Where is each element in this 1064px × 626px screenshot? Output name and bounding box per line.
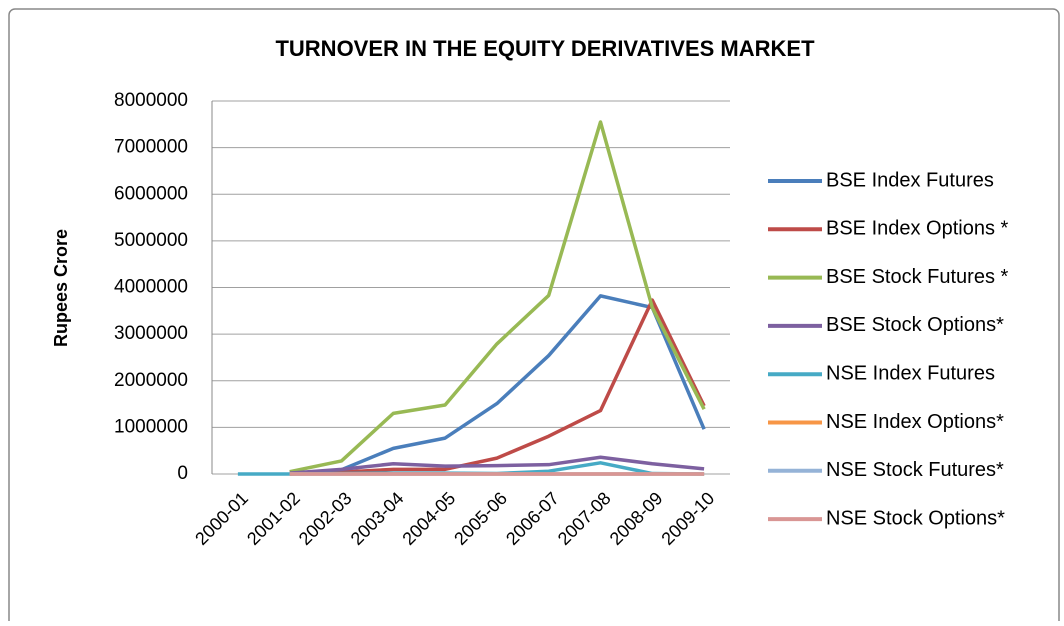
series-line — [289, 455, 705, 475]
legend-label: BSE Stock Options* — [826, 314, 1004, 336]
legend-label: NSE Index Options* — [826, 411, 1004, 433]
y-tick-label: 2000000 — [114, 370, 188, 391]
y-axis-label: Rupees Crore — [51, 229, 71, 347]
y-tick-label: 3000000 — [114, 323, 188, 344]
y-tick-label: 0 — [177, 463, 188, 484]
y-tick-label: 4000000 — [114, 277, 188, 298]
chart-title: TURNOVER IN THE EQUITY DERIVATIVES MARKE… — [275, 36, 815, 61]
series-line — [289, 120, 706, 474]
y-tick-label: 1000000 — [114, 416, 188, 437]
legend-label: NSE Stock Options* — [826, 507, 1005, 529]
legend-label: BSE Index Options * — [826, 218, 1009, 240]
legend-label: BSE Index Futures — [826, 169, 994, 191]
legend-label: BSE Stock Futures * — [826, 266, 1009, 288]
series-line — [289, 294, 706, 476]
series-line — [289, 298, 706, 476]
y-tick-label: 5000000 — [114, 230, 188, 251]
legend-label: NSE Stock Futures* — [826, 459, 1004, 481]
y-tick-label: 8000000 — [114, 90, 188, 111]
y-tick-label: 7000000 — [114, 137, 188, 158]
y-tick-label: 6000000 — [114, 183, 188, 204]
legend-label: NSE Index Futures — [826, 362, 995, 384]
